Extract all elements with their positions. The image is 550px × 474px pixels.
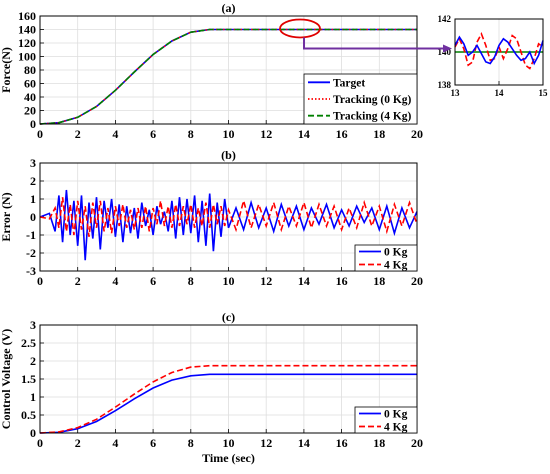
- x-tick-label: 10: [223, 436, 235, 450]
- x-tick-label: 16: [336, 436, 348, 450]
- series-line: [454, 35, 544, 66]
- axes-frame: [39, 324, 418, 434]
- x-tick-label: 6: [150, 274, 156, 288]
- series-line: [39, 28, 417, 125]
- x-tick-label: 10: [223, 274, 235, 288]
- x-tick-label: 16: [336, 127, 348, 141]
- x-tick-label: 12: [260, 436, 272, 450]
- x-tick-label: 20: [411, 274, 423, 288]
- series-line: [39, 373, 417, 434]
- y-tick-label: -3: [26, 264, 36, 278]
- y-tick-label: 2: [30, 174, 36, 188]
- x-tick-label: 18: [373, 127, 385, 141]
- series-line: [39, 364, 417, 434]
- y-tick-label: 40: [24, 90, 36, 104]
- x-tick-label: 20: [411, 127, 423, 141]
- x-tick-label: 20: [411, 436, 423, 450]
- axes-frame: [454, 18, 544, 86]
- axes-frame: [39, 15, 418, 125]
- y-tick-label: 120: [18, 36, 36, 50]
- y-tick-label: 0: [30, 210, 36, 224]
- panel-label: (c): [222, 310, 235, 324]
- x-tick-label: 12: [260, 274, 272, 288]
- x-tick-label: 0: [37, 436, 43, 450]
- panel-label: (b): [221, 148, 236, 162]
- x-tick-label: 18: [373, 436, 385, 450]
- zoom-ellipse: [279, 18, 321, 39]
- legend-label: 4 Kg: [384, 422, 408, 434]
- x-tick-label: 0: [37, 274, 43, 288]
- x-tick-label: 4: [112, 274, 118, 288]
- x-tick-label: 2: [75, 274, 81, 288]
- x-tick-label: 8: [188, 436, 194, 450]
- y-tick-label: 1.5: [21, 372, 36, 386]
- x-tick-label: 6: [150, 127, 156, 141]
- y-tick-label: 2.5: [21, 336, 36, 350]
- x-tick-label: 2: [75, 127, 81, 141]
- legend-label: Tracking (0 Kg): [333, 94, 412, 106]
- y-tick-label: 140: [18, 23, 36, 37]
- y-tick-label: 80: [24, 63, 36, 77]
- y-tick-label: 1: [30, 192, 36, 206]
- y-tick-label: 3: [30, 318, 36, 332]
- x-tick-label: 14: [298, 127, 310, 141]
- legend-label: 4 Kg: [384, 260, 408, 272]
- axes-frame: [39, 162, 418, 272]
- y-tick-label: 100: [18, 50, 36, 64]
- x-tick-label: 10: [223, 127, 235, 141]
- legend-label: Tracking (4 Kg): [333, 111, 412, 123]
- x-tick-label: 8: [188, 127, 194, 141]
- y-tick-label: 1: [30, 390, 36, 404]
- panel-label: (a): [222, 1, 236, 15]
- legend-label: 0 Kg: [384, 409, 408, 421]
- x-tick-label: 13: [451, 88, 461, 98]
- legend-box: [354, 406, 418, 434]
- y-axis-label: Force(N): [0, 47, 13, 93]
- x-tick-label: 14: [495, 88, 505, 98]
- x-tick-label: 6: [150, 436, 156, 450]
- x-tick-label: 16: [336, 274, 348, 288]
- y-tick-label: 2: [30, 354, 36, 368]
- x-tick-label: 8: [188, 274, 194, 288]
- y-tick-label: 138: [438, 80, 452, 90]
- x-tick-label: 15: [539, 88, 549, 98]
- y-tick-label: 140: [438, 47, 452, 57]
- y-tick-label: -2: [26, 246, 36, 260]
- legend-label: 0 Kg: [384, 247, 408, 259]
- series-line: [39, 197, 418, 237]
- x-tick-label: 18: [373, 274, 385, 288]
- y-axis-label: Error (N): [0, 192, 13, 241]
- x-tick-label: 14: [298, 436, 310, 450]
- y-tick-label: 60: [24, 77, 36, 91]
- y-tick-label: 0: [30, 426, 36, 440]
- y-tick-label: 3: [30, 156, 36, 170]
- y-tick-label: 142: [438, 14, 452, 24]
- y-tick-label: 0: [30, 117, 36, 131]
- y-tick-label: -1: [26, 228, 36, 242]
- y-tick-label: 160: [18, 9, 36, 23]
- y-tick-label: 20: [24, 104, 36, 118]
- series-line: [39, 189, 418, 261]
- x-tick-label: 12: [260, 127, 272, 141]
- zoom-connector: [303, 37, 446, 50]
- x-axis-label: Time (sec): [202, 451, 255, 465]
- x-tick-label: 14: [298, 274, 310, 288]
- y-axis-label: Control Voltage (V): [0, 329, 13, 429]
- x-tick-label: 4: [112, 127, 118, 141]
- x-tick-label: 4: [112, 436, 118, 450]
- y-tick-label: 0.5: [21, 408, 36, 422]
- x-tick-label: 0: [37, 127, 43, 141]
- legend-box: [354, 244, 418, 272]
- zoom-arrowhead: [443, 44, 452, 53]
- x-tick-label: 2: [75, 436, 81, 450]
- legend-label: Target: [333, 77, 365, 89]
